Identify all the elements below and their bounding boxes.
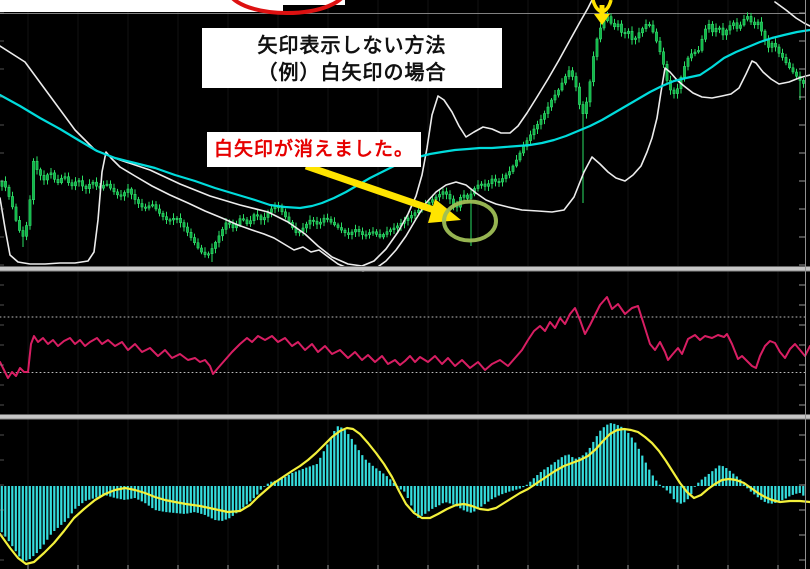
candles-series bbox=[0, 11, 805, 262]
separator-oscillator-macd[interactable] bbox=[0, 414, 810, 420]
red-ellipse-annotation bbox=[231, 0, 343, 15]
separator-price-oscillator[interactable] bbox=[0, 266, 810, 272]
green-ellipse-annotation bbox=[442, 199, 498, 243]
callout-arrow-icon bbox=[304, 162, 461, 223]
annotation-title-line2: （例）白矢印の場合 bbox=[257, 62, 447, 84]
top-white-strip-step bbox=[283, 0, 345, 5]
annotation-callout-box: 白矢印が消えました。 bbox=[207, 132, 421, 167]
moving-average-line bbox=[0, 28, 810, 210]
oscillator-panel-series bbox=[0, 296, 810, 379]
annotation-title-line1: 矢印表示しない方法 bbox=[257, 35, 447, 57]
annotation-title-box: 矢印表示しない方法 （例）白矢印の場合 bbox=[202, 28, 502, 88]
annotation-callout-text: 白矢印が消えました。 bbox=[213, 139, 414, 160]
macd-signal-line bbox=[0, 426, 810, 566]
yellow-down-arrow-icon bbox=[591, 0, 613, 25]
top-white-strip bbox=[0, 0, 283, 12]
